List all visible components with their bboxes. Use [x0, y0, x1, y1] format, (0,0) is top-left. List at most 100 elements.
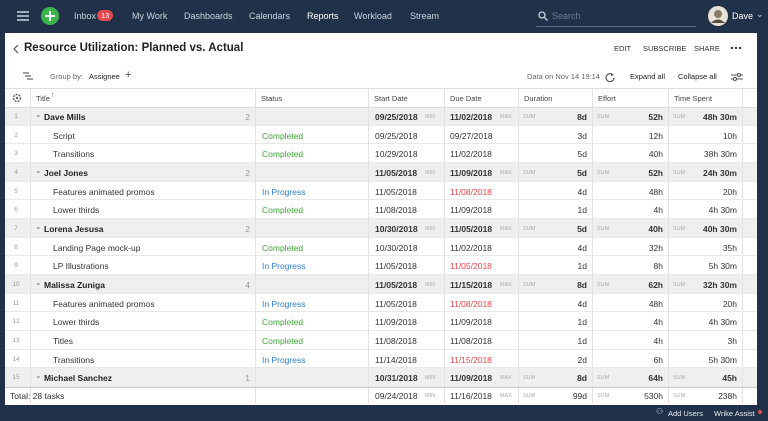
- group-row[interactable]: [5, 107, 757, 126]
- search-input[interactable]: Search: [552, 11, 581, 21]
- header-action[interactable]: SHARE: [694, 44, 720, 53]
- add-users[interactable]: Add Users: [668, 409, 704, 418]
- group-row[interactable]: [5, 219, 757, 238]
- assignee-name[interactable]: Lorena Jesusa: [44, 224, 104, 235]
- row-number: 5: [14, 187, 18, 195]
- assignee-name[interactable]: Dave Mills: [44, 112, 86, 122]
- row-number: 7: [14, 225, 18, 233]
- user-name[interactable]: Dave: [732, 11, 754, 21]
- task-status[interactable]: Completed: [262, 205, 304, 216]
- task-title[interactable]: Features animated promos: [53, 298, 155, 309]
- row-number: 4: [14, 169, 18, 176]
- group-row[interactable]: [5, 275, 757, 294]
- task-title[interactable]: Landing Page mock-up: [53, 242, 141, 253]
- agg-label: MIN: [425, 281, 436, 288]
- assignee-name[interactable]: Joel Jones: [44, 168, 88, 178]
- task-row[interactable]: [5, 181, 757, 201]
- table-settings[interactable]: [12, 93, 22, 103]
- cell-time: 35h: [722, 242, 737, 253]
- task-title[interactable]: Lower thirds: [53, 205, 100, 216]
- nav-item[interactable]: My Work: [132, 11, 168, 21]
- column-header[interactable]: Title: [36, 94, 50, 103]
- settings-sliders[interactable]: [731, 72, 743, 82]
- task-row[interactable]: [5, 256, 757, 276]
- task-title[interactable]: Transitions: [53, 149, 95, 160]
- nav-item[interactable]: Stream: [410, 11, 440, 21]
- menu-icon[interactable]: [17, 11, 29, 21]
- column-header[interactable]: Duration: [524, 94, 553, 103]
- expand-all[interactable]: Expand all: [630, 72, 666, 81]
- task-row[interactable]: [5, 125, 757, 145]
- task-status[interactable]: In Progress: [262, 261, 306, 272]
- task-row[interactable]: [5, 144, 757, 163]
- more-menu[interactable]: [730, 44, 742, 52]
- group-row[interactable]: [5, 163, 757, 182]
- cell-time: 20h: [722, 298, 737, 309]
- add-group[interactable]: +: [125, 69, 132, 81]
- assist-dot: [758, 410, 762, 414]
- task-count: 1: [245, 373, 250, 384]
- task-title[interactable]: Titles: [53, 336, 73, 347]
- nav-item[interactable]: Calendars: [249, 11, 291, 21]
- wrike-assist[interactable]: Wrike Assist: [714, 409, 755, 418]
- task-row[interactable]: [5, 293, 757, 313]
- cell-effort: 52h: [648, 168, 663, 178]
- task-row[interactable]: [5, 349, 757, 369]
- nav-item[interactable]: Inbox: [74, 11, 97, 21]
- task-title[interactable]: LP Illustrations: [53, 261, 109, 272]
- inbox-badge[interactable]: 13: [97, 10, 114, 21]
- refresh-icon[interactable]: [605, 72, 615, 82]
- nav-item[interactable]: Dashboards: [184, 11, 233, 21]
- nav-item[interactable]: Reports: [307, 11, 339, 21]
- nav-item[interactable]: Workload: [354, 11, 392, 21]
- task-status[interactable]: Completed: [262, 336, 304, 347]
- row-number: 6: [14, 206, 18, 214]
- avatar[interactable]: [708, 6, 728, 26]
- column-header[interactable]: Status: [261, 94, 283, 103]
- column-header[interactable]: Start Date: [374, 94, 408, 103]
- assignee-name[interactable]: Michael Sanchez: [44, 373, 113, 384]
- task-status[interactable]: Completed: [262, 130, 304, 141]
- task-title[interactable]: Features animated promos: [53, 186, 155, 197]
- task-status[interactable]: In Progress: [262, 354, 306, 365]
- task-row[interactable]: [5, 237, 757, 257]
- cell-due: 11/09/2018: [450, 373, 493, 384]
- column-header[interactable]: Effort: [598, 94, 616, 103]
- task-title[interactable]: Script: [53, 130, 75, 141]
- group-by-value[interactable]: Assignee: [89, 72, 120, 81]
- back-arrow[interactable]: [12, 44, 20, 54]
- cell-effort: 52h: [648, 112, 663, 122]
- cell-start: 11/05/2018: [375, 168, 418, 178]
- row-number: 11: [12, 299, 20, 307]
- task-status[interactable]: In Progress: [262, 186, 306, 197]
- task-status[interactable]: Completed: [262, 242, 304, 253]
- cell-time: 10h: [722, 130, 737, 141]
- task-row[interactable]: [5, 331, 757, 350]
- task-count: 2: [245, 112, 250, 122]
- task-status[interactable]: Completed: [262, 149, 304, 160]
- assignee-name[interactable]: Malissa Zuniga: [44, 280, 105, 291]
- row-number: 9: [14, 262, 18, 270]
- task-title[interactable]: Transitions: [53, 354, 95, 365]
- agg-label: SUM: [523, 169, 536, 176]
- task-title[interactable]: Lower thirds: [53, 317, 100, 328]
- group-row[interactable]: [5, 368, 757, 388]
- task-row[interactable]: [5, 200, 757, 219]
- header-action[interactable]: EDIT: [614, 44, 632, 53]
- collapse-all[interactable]: Collapse all: [678, 72, 717, 81]
- agg-label: SUM: [673, 392, 686, 399]
- header-line: [5, 107, 757, 108]
- task-status[interactable]: Completed: [262, 317, 304, 328]
- agg-label: SUM: [523, 374, 536, 381]
- cell-duration: 1d: [577, 205, 587, 216]
- cell-duration: 5d: [577, 149, 587, 160]
- agg-label: SUM: [597, 225, 610, 232]
- column-header[interactable]: Due Date: [450, 94, 482, 103]
- header-action[interactable]: SUBSCRIBE: [643, 44, 687, 53]
- column-header[interactable]: Time Spent: [674, 94, 713, 103]
- agg-label: SUM: [597, 113, 610, 120]
- task-row[interactable]: [5, 312, 757, 332]
- task-status[interactable]: In Progress: [262, 298, 306, 309]
- add-button[interactable]: [41, 7, 59, 25]
